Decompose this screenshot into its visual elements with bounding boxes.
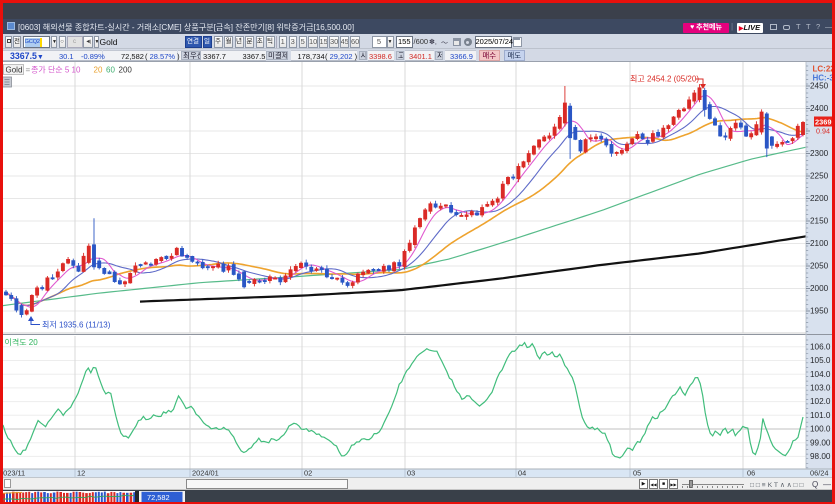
svg-text:04: 04	[518, 469, 526, 478]
svg-text:60: 60	[106, 66, 115, 75]
svg-text:2100: 2100	[810, 239, 829, 248]
svg-text:최고 2454.2 (05/20): 최고 2454.2 (05/20)	[630, 74, 699, 84]
svg-text:LC:22: LC:22	[813, 65, 833, 74]
svg-text:2050: 2050	[810, 262, 829, 271]
svg-text:98.00: 98.00	[810, 452, 831, 461]
svg-text:2450: 2450	[810, 82, 829, 91]
svg-text:20: 20	[94, 66, 103, 75]
svg-text:106.0: 106.0	[810, 342, 831, 351]
svg-text:72,582: 72,582	[147, 493, 170, 502]
svg-text:104.0: 104.0	[810, 370, 831, 379]
svg-text:2400: 2400	[810, 104, 829, 113]
svg-text:=: =	[26, 66, 31, 75]
svg-text:2023/11: 2023/11	[3, 469, 25, 478]
svg-text:05: 05	[633, 469, 641, 478]
svg-text:102.0: 102.0	[810, 397, 831, 406]
svg-text:06: 06	[747, 469, 755, 478]
svg-text:02: 02	[304, 469, 312, 478]
svg-text:최저 1935.6 (11/13): 최저 1935.6 (11/13)	[42, 320, 111, 330]
svg-text:2200: 2200	[810, 194, 829, 203]
svg-text:2300: 2300	[810, 149, 829, 158]
svg-text:2000: 2000	[810, 284, 829, 293]
svg-text:2024/01: 2024/01	[192, 469, 219, 478]
svg-text:99.00: 99.00	[810, 438, 831, 447]
svg-text:03: 03	[407, 469, 415, 478]
svg-text:103.0: 103.0	[810, 384, 831, 393]
svg-text:06/24: 06/24	[810, 469, 829, 478]
svg-text:0.94: 0.94	[816, 127, 830, 136]
svg-text:200: 200	[119, 66, 133, 75]
svg-text:101.0: 101.0	[810, 411, 831, 420]
svg-text:2150: 2150	[810, 217, 829, 226]
svg-text:HC:-3: HC:-3	[813, 74, 833, 83]
svg-text:12: 12	[77, 469, 85, 478]
svg-text:2250: 2250	[810, 172, 829, 181]
svg-text:Gold: Gold	[6, 66, 23, 75]
svg-text:100.0: 100.0	[810, 425, 831, 434]
svg-text:1950: 1950	[810, 307, 829, 316]
svg-text:종가 단순 5 10: 종가 단순 5 10	[31, 65, 81, 75]
svg-text:이격도 20: 이격도 20	[5, 337, 39, 347]
svg-text:105.0: 105.0	[810, 356, 831, 365]
svg-text:2369.1: 2369.1	[815, 118, 832, 127]
